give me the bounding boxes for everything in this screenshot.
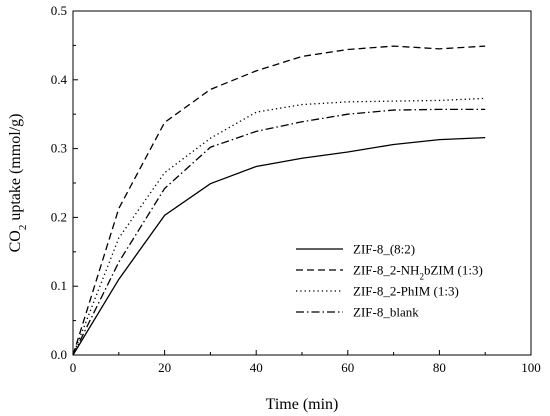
y-tick-label: 0.5: [51, 3, 67, 18]
x-tick-label: 0: [70, 360, 77, 375]
plot-frame: [72, 10, 532, 356]
x-tick-label: 100: [521, 360, 541, 375]
series-line-3: [72, 97, 486, 356]
legend-label-3: ZIF-8_2-PhIM (1:3): [353, 284, 459, 299]
text-part: 2: [419, 272, 424, 282]
text-part: ZIF-8_(8:2): [353, 242, 415, 257]
ticks-layer: 0 20 40 60 80 100 0.0 0.1 0.2 0.3 0.4 0.5: [51, 3, 541, 375]
y-tick-label: 0.3: [51, 141, 67, 156]
y-tick-label: 0.4: [51, 72, 68, 87]
text-part: CO: [7, 230, 24, 252]
series-line-1: [72, 136, 486, 356]
text-part: ZIF-8_blank: [353, 305, 419, 320]
x-tick-label: 40: [250, 360, 263, 375]
x-axis-title: Time (min): [266, 396, 339, 413]
series-line-2: [72, 45, 486, 356]
text-part: ZIF-8_2-NH: [353, 263, 419, 278]
legend-label-1: ZIF-8_(8:2): [353, 242, 415, 257]
y-tick-label: 0.2: [51, 209, 67, 224]
text-part: bZIM (1:3): [424, 263, 483, 278]
legend: ZIF-8_(8:2)ZIF-8_2-NH2bZIM (1:3)ZIF-8_2-…: [296, 242, 483, 320]
y-tick-label: 0.1: [51, 278, 67, 293]
y-axis-title: CO2 uptake (mmol/g): [7, 114, 29, 253]
text-part: 2: [17, 225, 29, 231]
series-layer: [72, 45, 486, 356]
x-tick-label: 20: [158, 360, 171, 375]
legend-label-4: ZIF-8_blank: [353, 305, 419, 320]
x-tick-label: 60: [341, 360, 354, 375]
legend-label-2: ZIF-8_2-NH2bZIM (1:3): [353, 263, 483, 282]
text-part: uptake (mmol/g): [7, 114, 24, 225]
series-line-4: [72, 108, 486, 356]
text-part: ZIF-8_2-PhIM (1:3): [353, 284, 459, 299]
x-tick-label: 80: [433, 360, 446, 375]
y-tick-label: 0.0: [51, 347, 67, 362]
